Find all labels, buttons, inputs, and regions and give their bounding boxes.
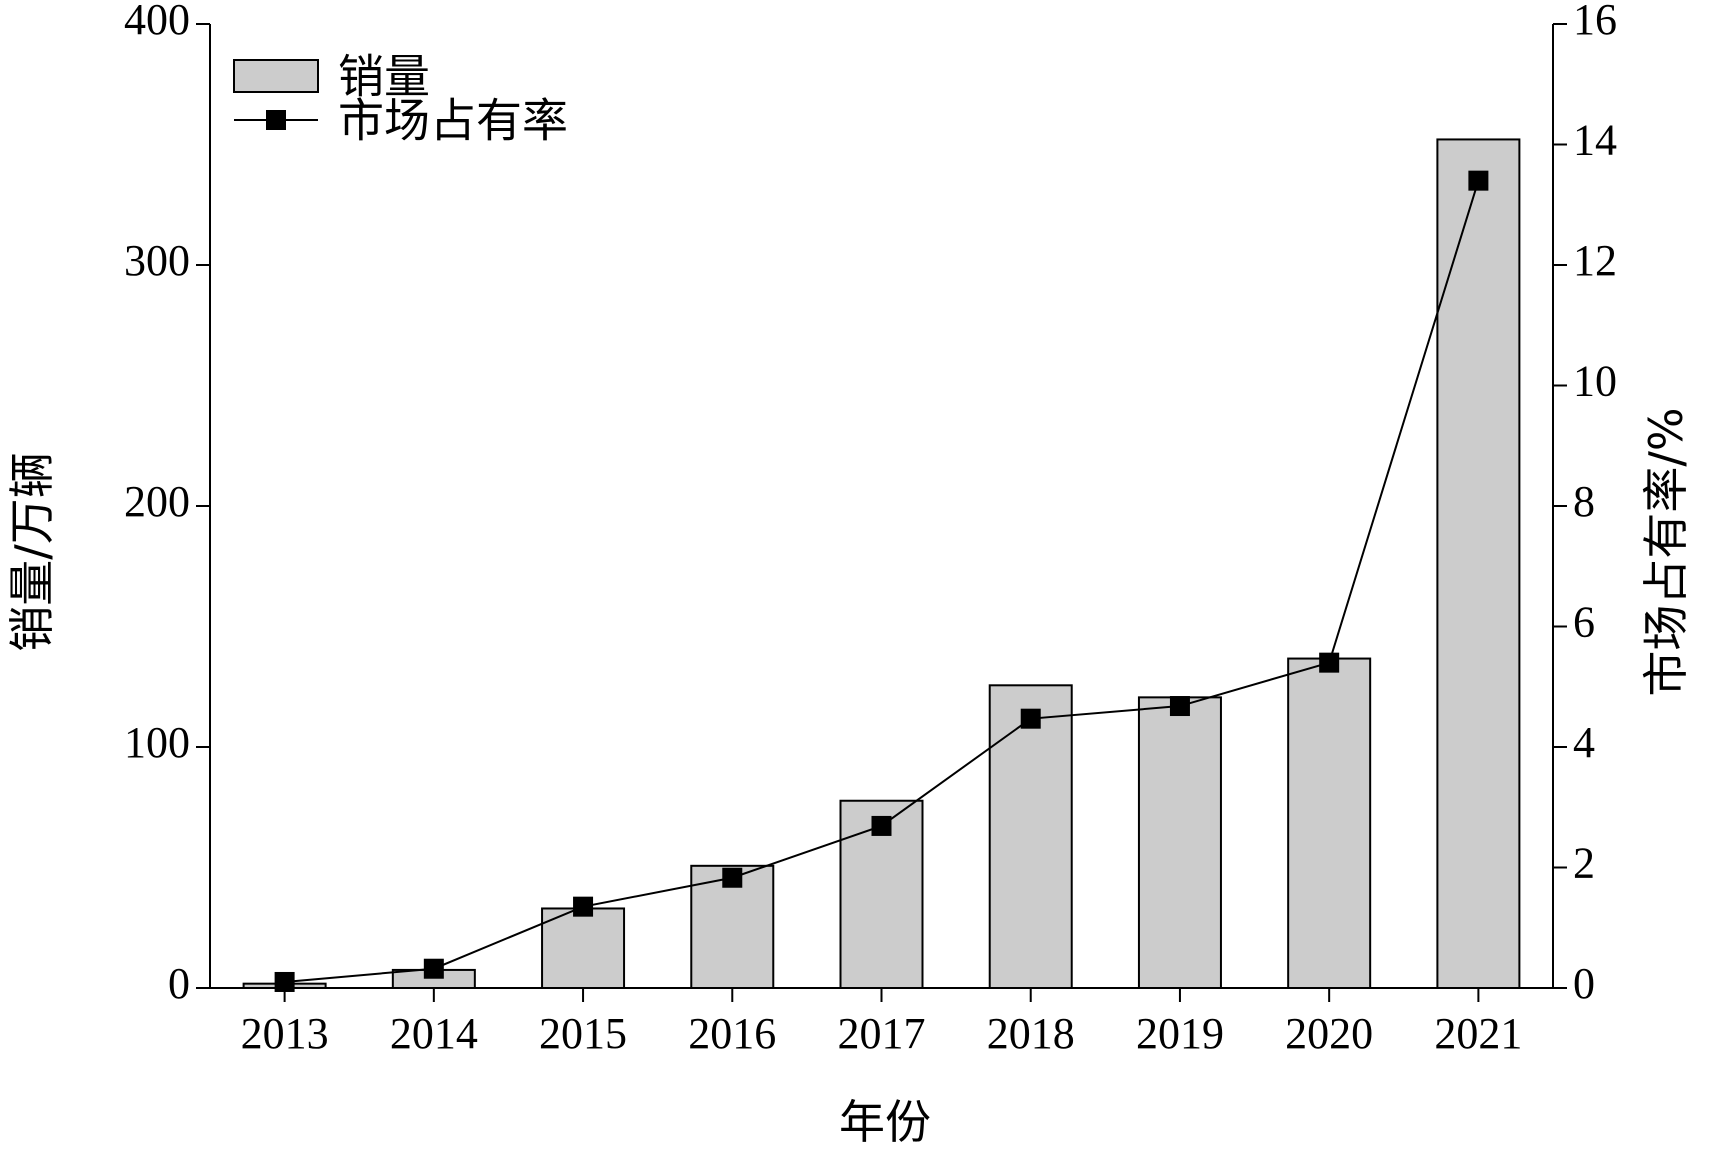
y-right-tick-label: 4	[1573, 718, 1595, 767]
market-share-point-2017	[871, 815, 892, 836]
y-right-tick-label: 12	[1573, 236, 1617, 285]
y-right-tick-label: 8	[1573, 477, 1595, 526]
x-tick-label: 2014	[390, 1009, 478, 1058]
y-axis-title-left: 销量/万辆	[5, 452, 59, 652]
y-left-tick-label: 300	[124, 236, 190, 285]
x-tick-label: 2015	[539, 1009, 627, 1058]
market-share-line-layer	[274, 170, 1489, 992]
market-share-point-2015	[573, 896, 594, 917]
y-right-tick-label: 6	[1573, 598, 1595, 647]
bar-sales-2018	[988, 684, 1073, 990]
x-tick-label: 2021	[1434, 1009, 1522, 1058]
market-share-point-2014	[423, 958, 444, 979]
legend-label-sales: 销量	[338, 50, 430, 104]
x-tick-label: 2018	[987, 1009, 1075, 1058]
legend-bar-swatch	[233, 59, 319, 93]
ticks: 0 100 200 300 400 0 2 4 6 8 10 12 14 16 2013 2014 2015 20…	[124, 0, 1617, 1058]
market-share-point-2013	[274, 971, 295, 992]
y-right-tick-label: 2	[1573, 839, 1595, 888]
legend: 销量 市场占有率	[233, 50, 568, 148]
market-share-point-2021	[1468, 170, 1489, 191]
y-right-tick-label: 16	[1573, 0, 1617, 44]
x-tick-label: 2016	[688, 1009, 776, 1058]
y-left-tick-label: 0	[168, 959, 190, 1008]
y-axis-title-right: 市场占有率/%	[1639, 407, 1693, 696]
y-left-tick-label: 200	[124, 477, 190, 526]
legend-label-market-share: 市场占有率	[338, 94, 568, 148]
y-right-tick-label: 10	[1573, 357, 1617, 406]
y-left-tick-label: 100	[124, 718, 190, 767]
market-share-point-2018	[1020, 708, 1041, 729]
x-tick-label: 2017	[838, 1009, 926, 1058]
x-tick-label: 2013	[241, 1009, 329, 1058]
x-axis-title: 年份	[839, 1095, 931, 1149]
y-right-tick-label: 14	[1573, 116, 1617, 165]
x-tick-label: 2020	[1285, 1009, 1373, 1058]
bar-sales-2021	[1436, 138, 1521, 989]
market-share-point-2019	[1169, 696, 1190, 717]
legend-marker-swatch	[266, 110, 286, 130]
market-share-point-2020	[1319, 652, 1340, 673]
y-left-tick-label: 400	[124, 0, 190, 44]
bars	[242, 138, 1521, 990]
x-tick-label: 2019	[1136, 1009, 1224, 1058]
bar-sales-2020	[1287, 657, 1372, 989]
bar-sales-2015	[541, 907, 626, 989]
bar-sales-2019	[1137, 696, 1222, 989]
y-right-tick-label: 0	[1573, 959, 1595, 1008]
market-share-point-2016	[722, 867, 743, 888]
